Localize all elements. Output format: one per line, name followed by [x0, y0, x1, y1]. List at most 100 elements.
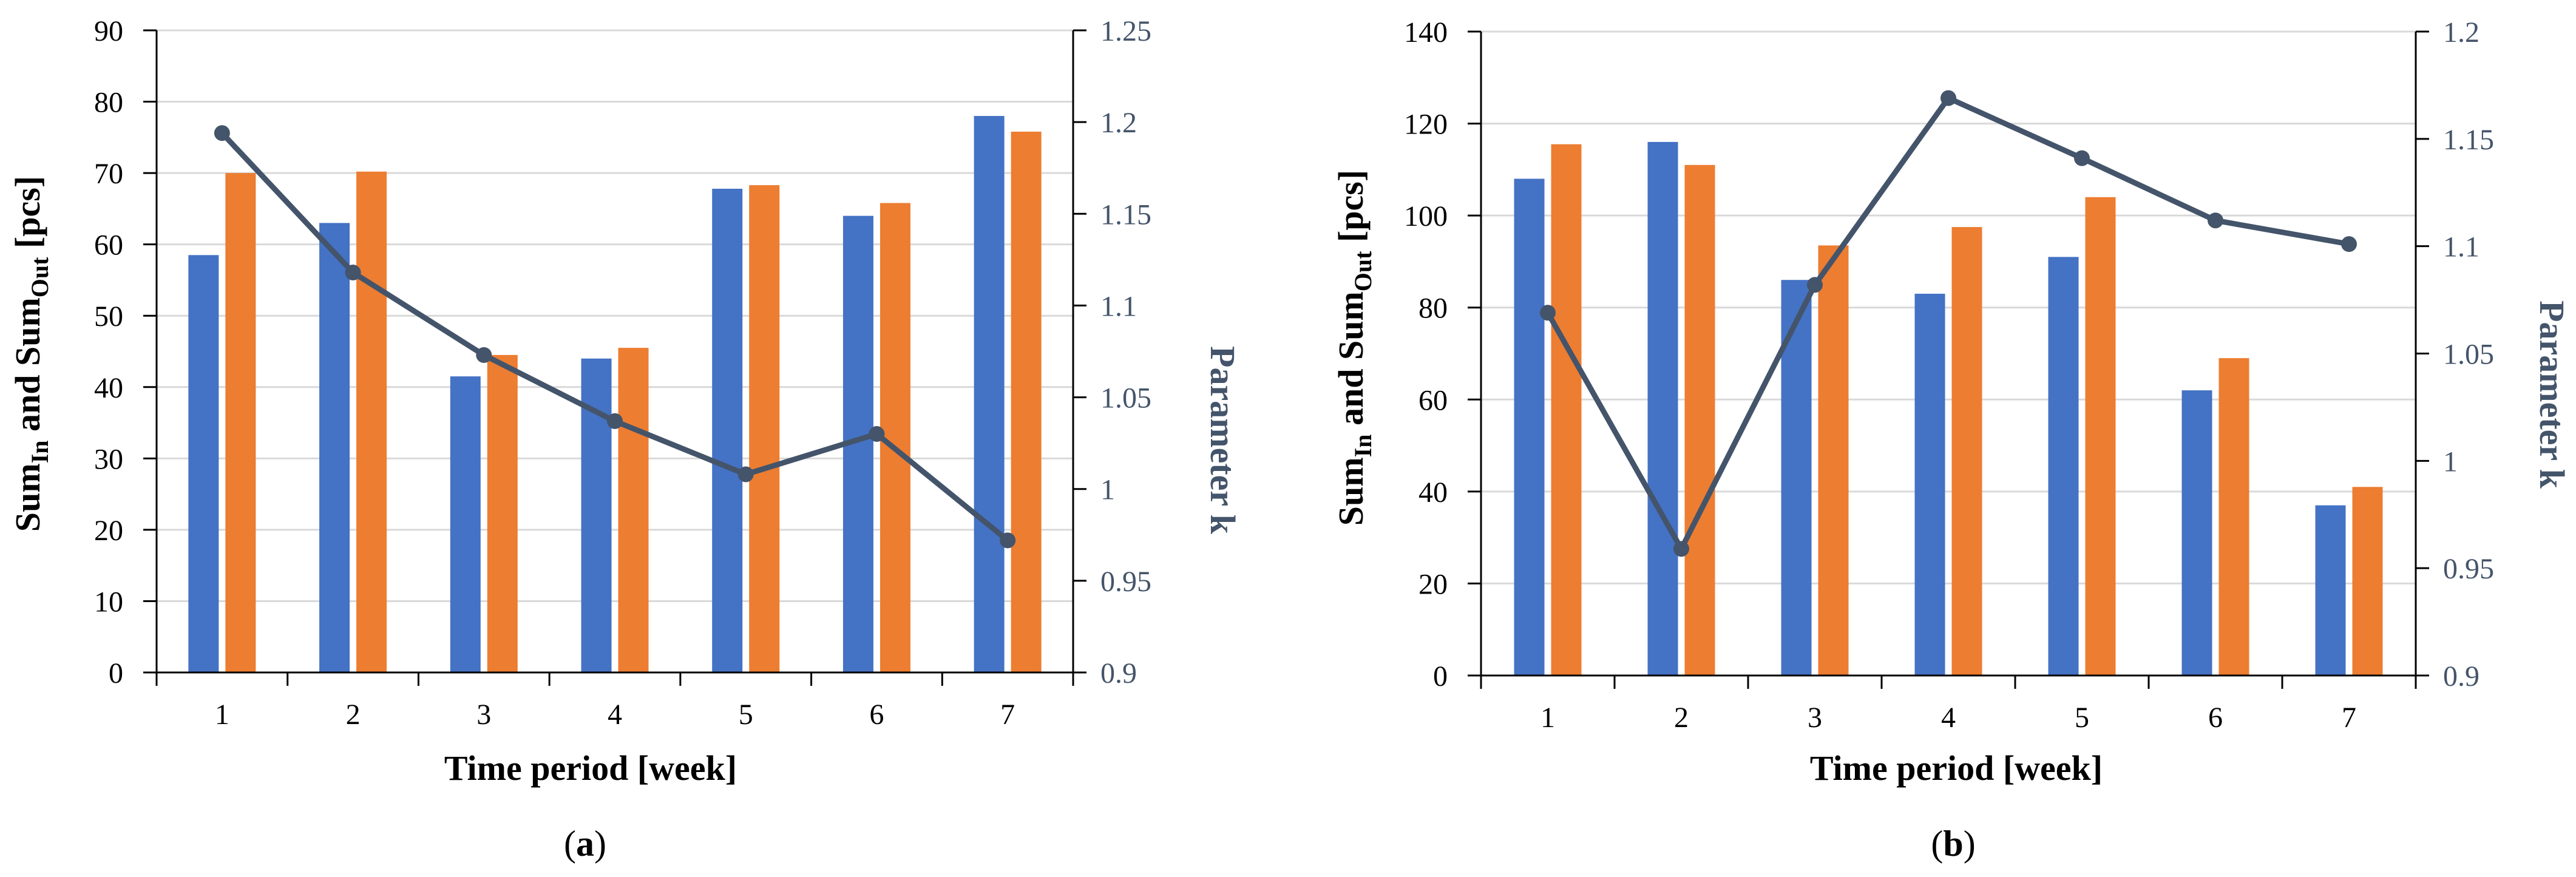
bar-sum-in [1914, 293, 1945, 676]
k-point [737, 466, 754, 483]
axes-b [1468, 30, 2429, 689]
k-line-b [1540, 90, 2357, 557]
bar-sum-out [1684, 164, 1715, 676]
bar-sum-out [618, 348, 649, 672]
axes-a [143, 29, 1086, 686]
x-tick-label: 6 [2208, 702, 2223, 734]
bar-sum-in [319, 223, 350, 672]
y-tick-label: 60 [1418, 384, 1448, 416]
bar-sum-out [225, 173, 256, 673]
y2-tick-label: 1.15 [2443, 124, 2494, 156]
x-tick-label: 2 [1674, 702, 1689, 734]
x-tick-label: 1 [1541, 702, 1555, 734]
k-point [1540, 305, 1556, 321]
k-point [869, 426, 885, 442]
y-axis-title-b: SumIn and SumOut [pcs] [1331, 170, 1377, 526]
gridlines-b [1481, 30, 2416, 584]
y2-tick-label: 1.2 [2443, 16, 2479, 49]
y-tick-label: 80 [94, 87, 123, 119]
y-tick-label: 120 [1404, 109, 1448, 141]
y-tick-label: 10 [94, 586, 123, 618]
y-tick-label: 70 [94, 158, 123, 190]
y2-axis-title-b: Parameter k [2532, 300, 2572, 489]
bar-sum-in [2315, 505, 2346, 676]
left-ticks-b: 0 20 40 60 80 100 120 140 [1404, 16, 1448, 692]
bar-sum-in [1514, 178, 1545, 676]
x-tick-label: 7 [1000, 699, 1015, 731]
bar-sum-in [450, 376, 481, 672]
y-tick-label: 80 [1418, 293, 1448, 325]
y2-tick-label: 1 [2443, 445, 2458, 478]
y2-tick-label: 0.95 [2443, 553, 2494, 585]
chart-panel-a: 0 10 20 30 40 50 60 70 80 90 0.9 0.95 1 1.05 1.1 1.15 1… [8, 15, 1242, 864]
x-tick-label: 7 [2342, 702, 2356, 734]
y-tick-label: 60 [94, 229, 123, 262]
bar-sum-out [356, 171, 387, 672]
bar-sum-out [1818, 245, 1849, 676]
caption-a: (a) [564, 824, 606, 864]
bar-sum-in [188, 255, 219, 672]
y-axis-title-a: SumIn and SumOut [pcs] [8, 176, 53, 532]
bar-sum-out [2352, 487, 2383, 676]
caption-b: (b) [1931, 824, 1975, 864]
y-tick-label: 50 [94, 300, 123, 333]
y2-tick-label: 0.9 [1100, 657, 1137, 689]
x-axis-title-a: Time period [week] [444, 748, 737, 788]
y-tick-label: 40 [94, 372, 123, 404]
y-title-a-part2: and Sum [8, 297, 47, 440]
x-tick-label: 3 [1808, 702, 1822, 734]
bar-sum-in [974, 116, 1005, 673]
y-tick-label: 30 [94, 443, 123, 475]
y2-tick-label: 1.1 [1100, 290, 1137, 322]
x-ticks-b: 1 2 3 4 5 6 7 [1541, 702, 2356, 734]
caption-b-letter: b [1943, 824, 1963, 864]
y2-tick-label: 1 [1100, 474, 1115, 506]
y-tick-label: 40 [1418, 476, 1448, 509]
k-line-a [214, 125, 1016, 549]
caption-a-letter: a [576, 824, 594, 864]
y2-tick-label: 1.15 [1100, 198, 1151, 231]
k-point [1807, 277, 1823, 293]
y-title-b-sub1: In [1349, 435, 1377, 458]
gridlines-a [157, 29, 1073, 602]
y-tick-label: 140 [1404, 16, 1448, 49]
y2-tick-label: 1.05 [2443, 339, 2494, 371]
y-title-b-part3: [pcs] [1331, 170, 1371, 251]
x-tick-label: 6 [869, 699, 884, 731]
bar-sum-out [2218, 358, 2249, 676]
left-ticks-a: 0 10 20 30 40 50 60 70 80 90 [94, 15, 123, 689]
bar-sum-out [1551, 144, 1582, 676]
y2-tick-label: 1.05 [1100, 382, 1151, 415]
bar-sum-out [749, 185, 780, 672]
x-ticks-a: 1 2 3 4 5 6 7 [215, 699, 1015, 731]
k-point [476, 347, 492, 364]
bar-sum-out [2085, 197, 2116, 676]
x-tick-label: 4 [608, 699, 622, 731]
y2-tick-label: 1.1 [2443, 231, 2479, 263]
k-point [607, 413, 623, 429]
y2-tick-label: 0.95 [1100, 566, 1151, 598]
y-title-b-part2: and Sum [1331, 291, 1371, 434]
y-title-a-part3: [pcs] [8, 176, 47, 257]
x-axis-title-b: Time period [week] [1810, 748, 2103, 788]
y-title-b-part1: Sum [1331, 457, 1371, 526]
chart-panel-b: 0 20 40 60 80 100 120 140 0.9 0.95 1 1.05 1.1 1.15 1.… [1331, 16, 2572, 864]
k-point [1940, 90, 1956, 106]
bar-sum-out [487, 354, 518, 672]
y-tick-label: 20 [94, 515, 123, 547]
y2-tick-label: 0.9 [2443, 660, 2479, 692]
y-title-a-sub2: Out [26, 257, 53, 297]
y-tick-label: 0 [109, 657, 123, 689]
x-tick-label: 1 [215, 699, 229, 731]
x-tick-label: 5 [739, 699, 753, 731]
right-ticks-b: 0.9 0.95 1 1.05 1.1 1.15 1.2 [2443, 16, 2494, 692]
y-title-a-part1: Sum [8, 463, 47, 532]
y-tick-label: 90 [94, 15, 123, 47]
x-tick-label: 4 [1941, 702, 1956, 734]
k-point [2074, 150, 2090, 166]
y-title-a-sub1: In [26, 441, 53, 464]
k-point [2208, 212, 2223, 229]
y-tick-label: 100 [1404, 200, 1448, 232]
k-point [345, 265, 361, 281]
